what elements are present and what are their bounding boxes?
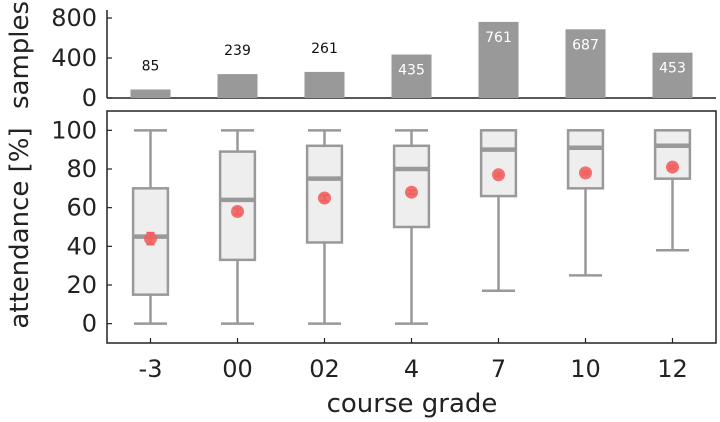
samples-bar-label-00: 239 <box>224 43 251 59</box>
box-plot-grade-00 <box>218 129 257 325</box>
samples-bar-label-02: 261 <box>311 41 338 57</box>
interquartile-box <box>479 129 518 198</box>
box-plot-grade-02 <box>305 129 344 325</box>
samples-bar-4 <box>391 54 432 98</box>
box-plot-grade-7 <box>479 129 518 293</box>
samples-bar-label-7: 761 <box>485 30 512 46</box>
samples-bar--3 <box>130 89 171 98</box>
samples-bar-10 <box>565 29 606 98</box>
samples-bar-panel: 0 400 800 85 239 261 435 761 687 453 <box>51 4 716 112</box>
samples-bar-label-12: 453 <box>659 61 686 77</box>
samples-bar-12 <box>652 52 693 98</box>
mean-marker <box>144 232 157 246</box>
grade-x-tick-label: 7 <box>491 355 506 383</box>
mean-marker <box>666 160 679 174</box>
box-plot-grade--3 <box>131 129 170 325</box>
mean-marker <box>318 191 331 205</box>
attendance-y-tick-label: 20 <box>66 271 97 299</box>
samples-bar-label--3: 85 <box>142 59 160 75</box>
box-plot-grade-10 <box>566 129 605 277</box>
grade-x-tick-label: 02 <box>309 355 340 383</box>
grade-x-tick-label: 10 <box>570 355 601 383</box>
samples-y-tick-label: 400 <box>51 44 97 72</box>
interquartile-box <box>566 129 605 190</box>
samples-bar-label-10: 687 <box>572 37 599 53</box>
samples-y-tick-label: 0 <box>82 84 97 112</box>
samples-bar-00 <box>217 74 258 98</box>
attendance-axis-label: attendance [%] <box>5 127 35 328</box>
mean-marker <box>579 166 592 180</box>
attendance-y-tick-label: 80 <box>66 155 97 183</box>
grade-x-tick-label: 12 <box>657 355 688 383</box>
samples-bar-7 <box>478 21 519 98</box>
samples-bar-label-4: 435 <box>398 63 425 79</box>
course-grade-axis-label: course grade <box>327 389 498 419</box>
attendance-y-tick-label: 100 <box>51 116 97 144</box>
mean-marker <box>492 168 505 182</box>
box-plot-grade-12 <box>653 129 692 252</box>
mean-marker <box>405 185 418 199</box>
attendance-y-tick-label: 40 <box>66 232 97 260</box>
box-plot-grade-4 <box>392 129 431 325</box>
attendance-y-tick-label: 0 <box>82 310 97 338</box>
grade-x-tick-label: 00 <box>222 355 253 383</box>
interquartile-box <box>305 144 344 244</box>
samples-axis-label: samples <box>5 1 35 109</box>
samples-y-tick-label: 800 <box>51 4 97 32</box>
grade-x-tick-label: 4 <box>404 355 419 383</box>
mean-marker <box>231 205 244 219</box>
grade-x-tick-label: -3 <box>139 355 163 383</box>
attendance-box-panel: 0 20 40 60 80 100 -3 00 02 4 7 10 12 <box>51 110 717 383</box>
attendance-y-tick-label: 60 <box>66 194 97 222</box>
samples-bar-02 <box>304 71 345 98</box>
